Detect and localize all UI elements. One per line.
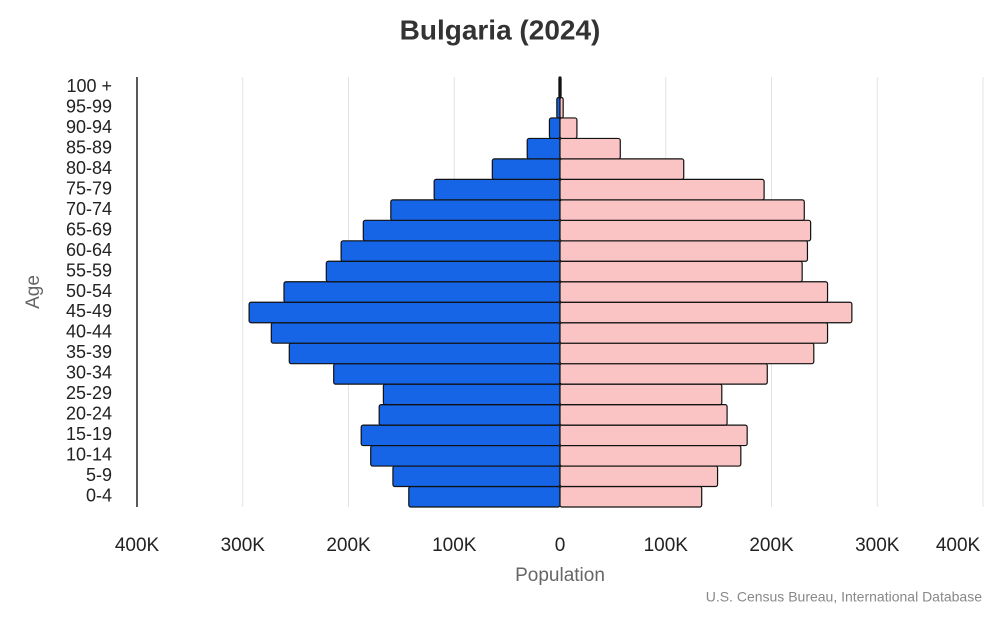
bar [433, 178, 561, 201]
y-tick-label: 100 + [66, 76, 112, 96]
bar [559, 137, 621, 160]
bar [392, 465, 561, 488]
x-tick-label: 100K [644, 535, 689, 556]
bar [491, 158, 561, 180]
bar [559, 424, 748, 447]
y-tick-label: 10-14 [66, 445, 112, 465]
bar [559, 117, 578, 140]
bar [362, 219, 561, 242]
bar [559, 76, 562, 99]
x-tick-label: 200K [749, 535, 794, 556]
y-tick-label: 80-84 [66, 158, 112, 178]
y-tick-label: 60-64 [66, 240, 112, 260]
y-tick-label: 25-29 [66, 383, 112, 403]
x-tick-label: 200K [326, 535, 371, 556]
chart-title: Bulgaria (2024) [400, 14, 601, 45]
bar [559, 281, 829, 303]
x-tick-label: 400K [115, 535, 160, 556]
bar [559, 363, 768, 385]
bar [559, 260, 803, 283]
x-tick-label: 300K [855, 535, 900, 556]
y-tick-label: 35-39 [66, 342, 112, 362]
y-tick-label: 20-24 [66, 404, 112, 424]
bar [548, 117, 561, 140]
bar [559, 485, 703, 508]
y-tick-label: 95-99 [66, 96, 112, 116]
y-tick-label: 85-89 [66, 137, 112, 157]
bar [333, 363, 561, 385]
bar [408, 485, 561, 508]
bar [559, 96, 564, 119]
y-tick-label: 15-19 [66, 424, 112, 444]
bar [283, 281, 561, 303]
bar [559, 219, 812, 242]
x-tick-label: 100K [432, 535, 477, 556]
bar [559, 404, 728, 426]
bar [559, 178, 765, 201]
y-tick-label: 55-59 [66, 260, 112, 280]
x-tick-label: 400K [936, 535, 981, 556]
bar [325, 260, 561, 283]
y-tick-label: 75-79 [66, 178, 112, 198]
bar [559, 158, 685, 180]
bar [382, 383, 561, 406]
y-tick-label: 30-34 [66, 363, 112, 383]
source-note: U.S. Census Bureau, International Databa… [706, 589, 982, 605]
y-tick-label: 5-9 [86, 465, 112, 485]
x-tick-label: 300K [221, 535, 266, 556]
y-tick-label: 90-94 [66, 117, 112, 137]
bar [288, 342, 561, 365]
y-tick-label: 65-69 [66, 219, 112, 239]
y-tick-label: 70-74 [66, 199, 112, 219]
y-tick-label: 40-44 [66, 322, 112, 342]
x-axis-label: Population [515, 565, 605, 586]
y-tick-label: 0-4 [86, 486, 112, 506]
bar [390, 199, 561, 221]
bar [559, 444, 742, 467]
y-tick-label: 50-54 [66, 281, 112, 301]
bar [559, 301, 853, 324]
bar [378, 404, 561, 426]
bar [559, 240, 809, 262]
bar [248, 301, 561, 324]
bar [526, 137, 561, 160]
bar [270, 322, 561, 344]
bar [360, 424, 561, 447]
y-tick-label: 45-49 [66, 301, 112, 321]
bar [559, 383, 723, 406]
bar [559, 342, 815, 365]
bar [559, 322, 829, 344]
bar [559, 199, 805, 221]
y-axis-label: Age [23, 275, 44, 309]
bar [370, 444, 561, 467]
x-tick-label: 0 [555, 535, 566, 556]
bar [340, 240, 561, 262]
bar [559, 465, 719, 488]
